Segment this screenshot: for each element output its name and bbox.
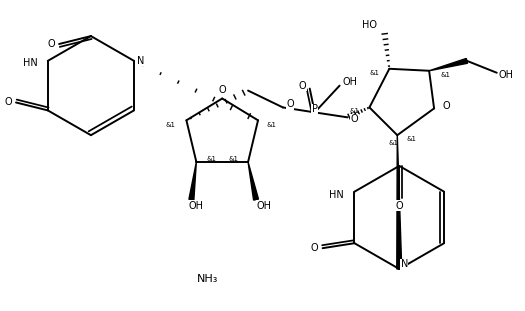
Text: O: O <box>395 201 403 211</box>
Text: &1: &1 <box>206 156 216 162</box>
Text: &1: &1 <box>370 70 380 76</box>
Text: &1: &1 <box>228 156 238 162</box>
Text: O: O <box>4 97 12 108</box>
Text: OH: OH <box>257 201 271 211</box>
Text: HN: HN <box>329 190 344 200</box>
Text: HO: HO <box>362 20 377 30</box>
Text: O: O <box>442 101 450 111</box>
Text: O: O <box>218 85 226 95</box>
Text: O: O <box>286 100 293 109</box>
Text: O: O <box>299 81 307 91</box>
Text: O: O <box>47 39 55 49</box>
Text: &1: &1 <box>388 140 398 146</box>
Polygon shape <box>189 162 196 200</box>
Text: N: N <box>137 56 144 66</box>
Text: &1: &1 <box>350 109 360 114</box>
Polygon shape <box>397 135 402 269</box>
Text: P: P <box>312 104 318 114</box>
Text: &1: &1 <box>440 72 450 78</box>
Text: &1: &1 <box>267 122 277 128</box>
Text: &1: &1 <box>165 122 175 128</box>
Polygon shape <box>429 58 468 71</box>
Text: OH: OH <box>342 77 357 87</box>
Text: O: O <box>351 114 359 124</box>
Text: HN: HN <box>23 58 37 68</box>
Text: NH₃: NH₃ <box>196 274 218 284</box>
Text: &1: &1 <box>406 136 416 142</box>
Text: OH: OH <box>189 201 204 211</box>
Polygon shape <box>248 162 258 200</box>
Text: N: N <box>401 259 408 269</box>
Text: OH: OH <box>498 70 513 80</box>
Text: O: O <box>311 243 319 253</box>
